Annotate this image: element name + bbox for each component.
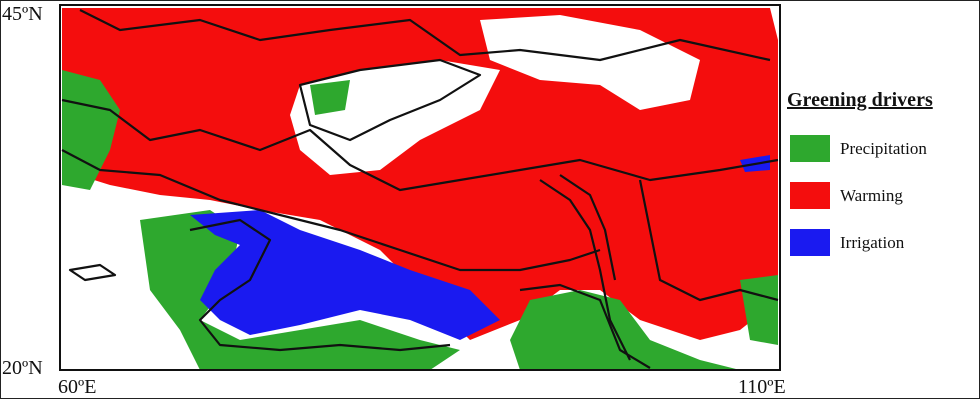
borders (61, 9, 779, 369)
map (59, 4, 781, 371)
legend-title: Greening drivers (787, 89, 933, 111)
legend-swatch (790, 229, 830, 256)
precipitation-region (140, 210, 460, 370)
irrigation-region (190, 210, 500, 340)
legend-label: Irrigation (840, 233, 905, 252)
lon-label: 110ºE (738, 376, 786, 398)
precipitation-region (62, 70, 120, 190)
precipitation-region (310, 80, 350, 115)
legend-swatch (790, 135, 830, 162)
lon-label: 60ºE (58, 376, 96, 398)
map-frame (59, 4, 781, 371)
legend-label: Precipitation (840, 139, 927, 158)
desert (480, 15, 700, 110)
lat-label: 20ºN (2, 357, 43, 379)
legend-label: Warming (840, 186, 903, 205)
precipitation-region (510, 290, 740, 370)
legend-swatch (790, 182, 830, 209)
warming-region (62, 8, 778, 340)
legend: Greening drivers Precipitation Warming Irr… (787, 89, 933, 256)
desert (62, 195, 230, 370)
lat-label: 45ºN (2, 3, 43, 25)
